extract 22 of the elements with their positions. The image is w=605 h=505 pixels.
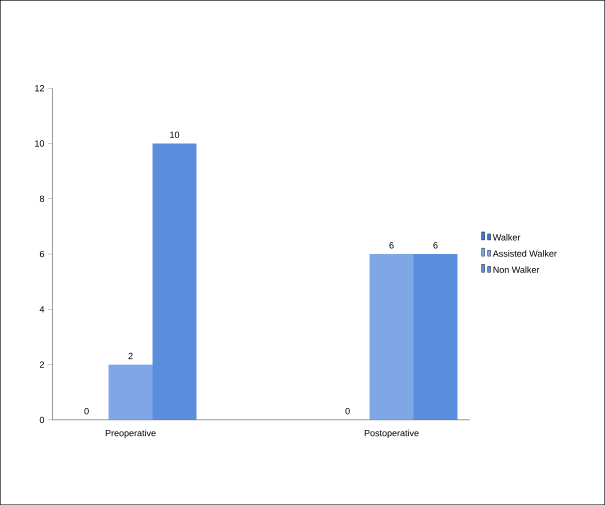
annotation: 0 bbox=[84, 408, 89, 414]
legend-label: Assisted Walker bbox=[492, 250, 557, 257]
y-tick-label: 4 bbox=[40, 306, 44, 312]
data-label: 6 bbox=[389, 242, 394, 248]
y-tick-label: 12 bbox=[35, 85, 44, 92]
annotation: 0 bbox=[345, 408, 350, 414]
bar bbox=[152, 143, 196, 420]
bar bbox=[108, 364, 153, 420]
y-tick-label: 0 bbox=[40, 416, 44, 424]
y-tick-label: 8 bbox=[40, 196, 44, 202]
legend-label: Non Walker bbox=[494, 266, 540, 273]
data-label: 6 bbox=[433, 242, 438, 248]
x-tick-label: Postoperative bbox=[364, 430, 419, 438]
y-tick-label: 2 bbox=[40, 361, 44, 368]
data-label: 2 bbox=[128, 352, 133, 360]
x-tick-label: Preoperative bbox=[106, 430, 156, 438]
data-label: 10 bbox=[170, 132, 180, 138]
bar bbox=[414, 254, 458, 420]
legend-label: Walker bbox=[492, 234, 520, 240]
bar bbox=[370, 254, 414, 420]
y-tick-label: 10 bbox=[35, 140, 44, 147]
y-tick-label: 6 bbox=[40, 250, 44, 258]
